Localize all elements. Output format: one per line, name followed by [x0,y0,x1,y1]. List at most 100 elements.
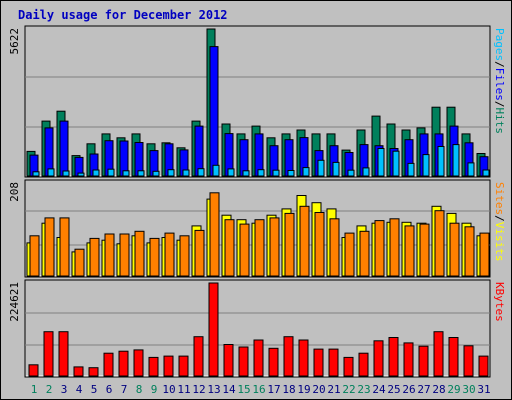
bar-kbytes-day-16 [253,339,264,377]
bar-pages-day-19 [302,167,310,177]
bar-sites-day-8 [134,230,145,277]
bar-kbytes-day-25 [388,337,399,377]
legend-entry: Hits [493,108,506,135]
bar-pages-day-16 [257,169,265,177]
bar-kbytes-day-21 [328,348,339,377]
bar-pages-day-27 [422,154,430,177]
bar-kbytes-day-17 [268,347,279,377]
bar-kbytes-day-24 [373,340,384,377]
bar-kbytes-day-30 [463,345,474,377]
bar-sites-day-3 [59,217,70,277]
bar-kbytes-day-1 [28,364,39,377]
bar-kbytes-day-13 [208,282,219,377]
bar-sites-day-2 [44,217,55,277]
bar-pages-day-6 [107,168,115,177]
y-max-label-kbytes: 224621 [8,282,21,322]
bar-pages-day-29 [452,144,460,177]
bar-pages-day-30 [467,162,475,177]
bar-sites-day-20 [314,212,325,277]
legend-entry: Visits [493,222,506,262]
bar-kbytes-day-18 [283,336,294,377]
bar-sites-day-6 [104,233,115,277]
bar-kbytes-day-9 [148,356,159,377]
day-label-1: 1 [31,383,38,396]
day-label-6: 6 [106,383,113,396]
bar-pages-day-24 [377,148,385,177]
bar-sites-day-27 [419,223,430,277]
bar-kbytes-day-22 [343,356,354,377]
bar-sites-day-22 [344,232,355,277]
bar-pages-day-26 [407,162,415,177]
bar-sites-day-15 [239,223,250,277]
bar-kbytes-day-28 [433,331,444,377]
bar-pages-day-28 [437,146,445,177]
bar-kbytes-day-15 [238,346,249,377]
bar-sites-day-18 [284,212,295,277]
bar-sites-day-30 [464,226,475,277]
legend-kbytes: KBytes [493,282,506,322]
bar-pages-day-7 [122,170,130,177]
day-label-26: 26 [402,383,415,396]
bar-sites-day-23 [359,230,370,277]
bar-sites-day-25 [389,218,400,277]
bar-pages-day-18 [287,170,295,177]
day-label-12: 12 [192,383,205,396]
day-label-31: 31 [477,383,490,396]
bar-pages-day-11 [182,169,190,177]
legend-entry: Sites [493,182,506,215]
bar-pages-day-20 [317,159,325,177]
y-max-label-visits-sites: 208 [8,182,21,202]
bar-kbytes-day-10 [163,355,174,377]
day-label-22: 22 [342,383,355,396]
day-label-14: 14 [222,383,236,396]
bar-pages-day-3 [62,170,70,177]
bar-sites-day-9 [149,237,160,277]
bar-kbytes-day-29 [448,337,459,377]
bar-sites-day-26 [404,225,415,277]
day-label-23: 23 [357,383,370,396]
bar-pages-day-12 [197,168,205,177]
bar-pages-day-22 [347,169,355,177]
bar-kbytes-day-14 [223,344,234,377]
bar-sites-day-10 [164,232,175,277]
bar-kbytes-day-19 [298,339,309,377]
day-label-30: 30 [462,383,475,396]
bar-sites-day-19 [299,205,310,277]
bar-kbytes-day-11 [178,355,189,377]
bar-pages-day-9 [152,170,160,177]
legend-hits-files-pages: Pages/Files/Hits [493,28,506,134]
day-label-9: 9 [151,383,158,396]
bar-pages-day-31 [482,169,490,177]
day-label-11: 11 [177,383,190,396]
day-label-29: 29 [447,383,460,396]
day-label-10: 10 [162,383,175,396]
day-label-15: 15 [237,383,250,396]
day-label-13: 13 [207,383,220,396]
bar-pages-day-21 [332,161,340,177]
bar-pages-day-4 [77,172,85,177]
bar-pages-day-15 [242,170,250,177]
legend-entry: / [493,61,506,68]
day-label-7: 7 [121,383,128,396]
bar-kbytes-day-2 [43,331,54,377]
bar-kbytes-day-8 [133,349,144,377]
bar-sites-day-16 [254,219,265,277]
bar-sites-day-12 [194,229,205,277]
day-label-5: 5 [91,383,98,396]
bar-sites-day-29 [449,222,460,277]
bar-kbytes-day-3 [58,331,69,377]
day-label-19: 19 [297,383,310,396]
y-max-label-hits-files-pages: 5622 [8,28,21,55]
bar-pages-day-13 [212,164,220,177]
bar-sites-day-17 [269,217,280,277]
day-label-21: 21 [327,383,340,396]
bar-pages-day-8 [137,170,145,177]
bar-kbytes-day-6 [103,352,114,377]
day-label-4: 4 [76,383,83,396]
bar-pages-day-1 [32,171,40,177]
bar-kbytes-day-4 [73,366,84,377]
bar-sites-day-13 [209,192,220,277]
bar-sites-day-11 [179,235,190,277]
bar-sites-day-31 [479,232,490,277]
